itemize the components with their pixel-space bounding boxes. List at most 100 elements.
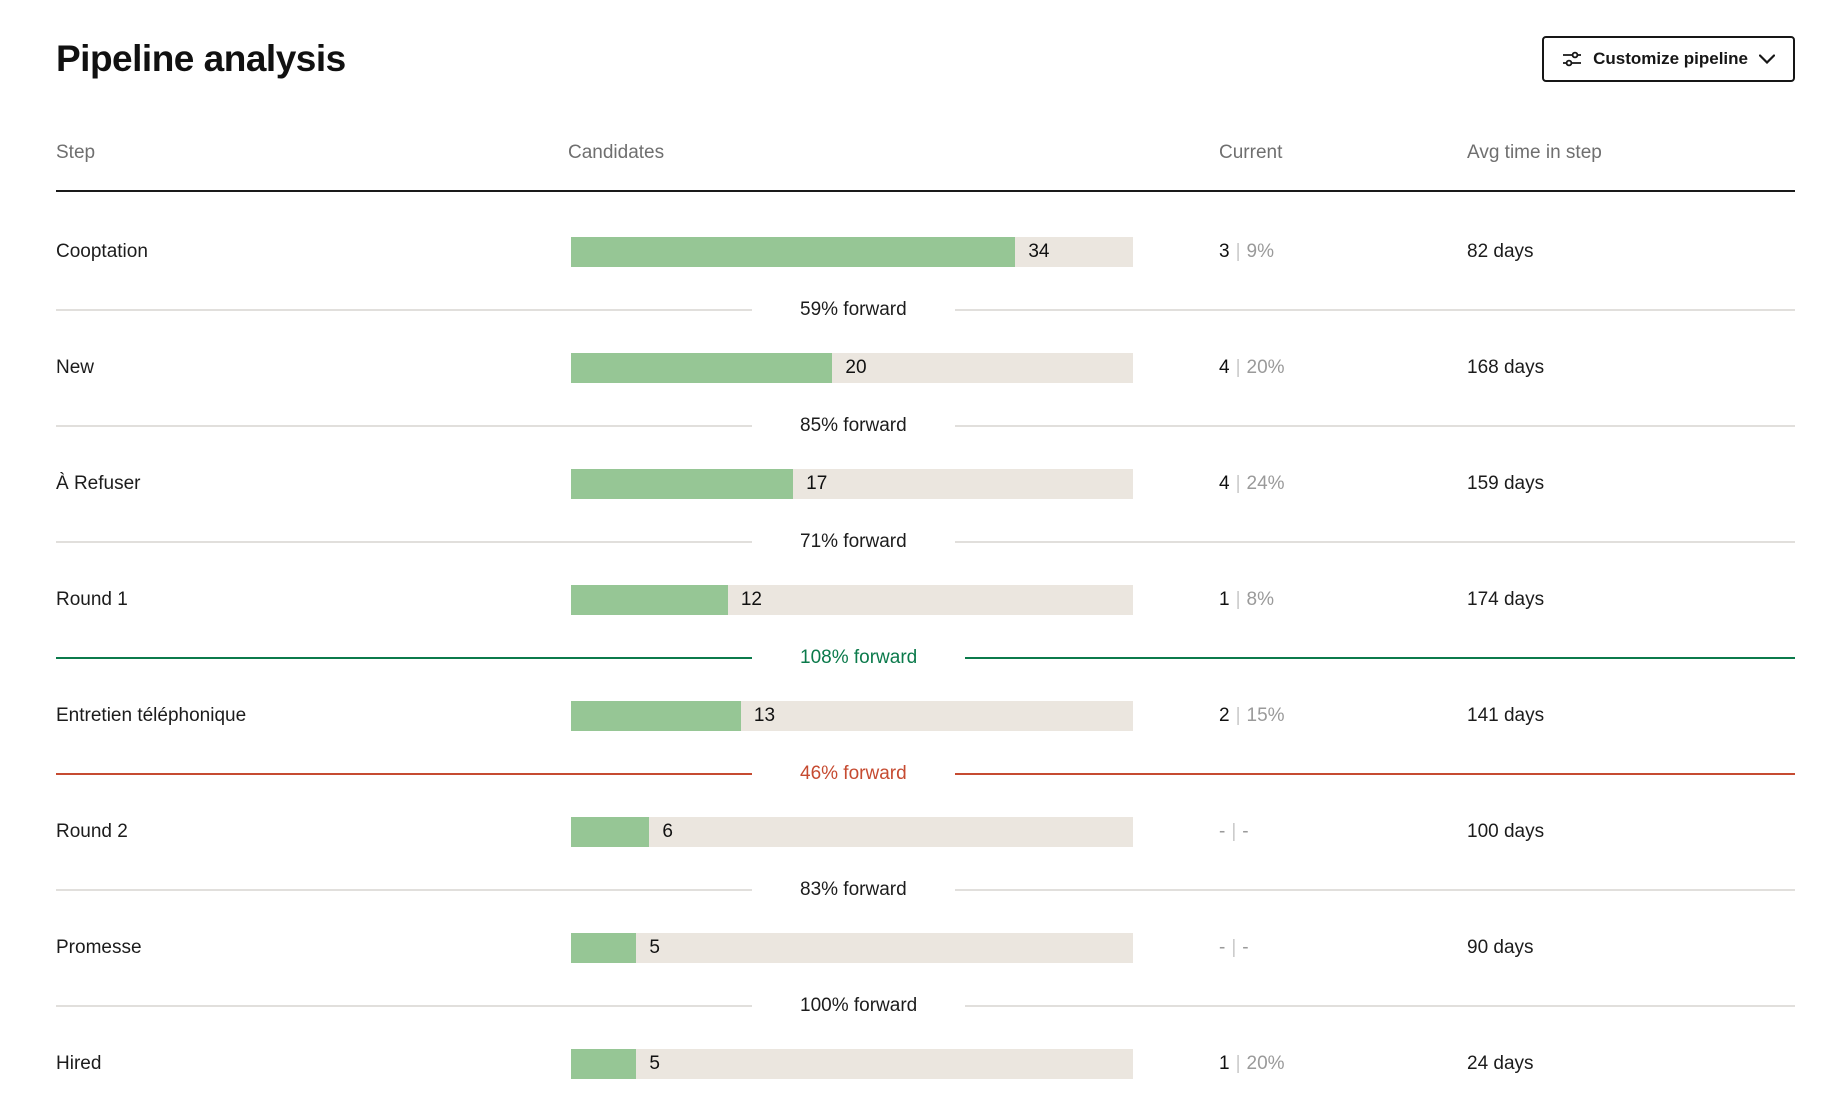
forward-rate-label: 83% forward — [800, 879, 907, 900]
forward-rate-row: 46% forward — [56, 759, 1795, 789]
current-divider: | — [1235, 1053, 1241, 1074]
bar-track: 6 — [571, 817, 1133, 847]
candidates-bar: 20 — [571, 353, 1133, 383]
candidates-bar: 34 — [571, 237, 1133, 267]
forward-line-right — [954, 309, 1795, 311]
current-cell: 2 | 15% — [1219, 705, 1285, 727]
current-percent: 15% — [1246, 705, 1285, 726]
current-percent: 9% — [1246, 241, 1274, 262]
current-divider: | — [1235, 589, 1241, 610]
candidates-count: 5 — [649, 937, 660, 958]
forward-line-left — [56, 657, 752, 659]
sliders-icon — [1562, 49, 1582, 69]
avg-time-cell: 159 days — [1467, 473, 1545, 494]
current-cell: 4 | 20% — [1219, 357, 1285, 379]
bar-fill — [571, 585, 728, 615]
pipeline-rows: Cooptation 34 3 | 9% 82 days 59% forward N… — [56, 192, 1795, 1107]
current-divider: | — [1231, 937, 1237, 958]
avg-time-cell: 174 days — [1467, 589, 1545, 610]
customize-pipeline-button[interactable]: Customize pipeline — [1542, 36, 1795, 82]
forward-rate-row: 59% forward — [56, 295, 1795, 325]
forward-line-right — [954, 425, 1795, 427]
bar-fill — [571, 933, 637, 963]
candidates-bar: 13 — [571, 701, 1133, 731]
forward-rate-label: 85% forward — [800, 415, 907, 436]
pipeline-step-row: New 20 4 | 20% 168 days — [56, 325, 1795, 411]
step-name: Promesse — [56, 937, 142, 958]
bar-fill — [571, 1049, 637, 1079]
candidates-count: 34 — [1028, 241, 1050, 262]
current-cell: 4 | 24% — [1219, 473, 1285, 495]
bar-track: 5 — [571, 1049, 1133, 1079]
bar-track: 5 — [571, 933, 1133, 963]
bar-fill — [571, 817, 650, 847]
pipeline-step-row: À Refuser 17 4 | 24% 159 days — [56, 441, 1795, 527]
page-title: Pipeline analysis — [56, 38, 346, 79]
current-count: - — [1219, 937, 1226, 958]
forward-line-left — [56, 541, 752, 543]
bar-track: 17 — [571, 469, 1133, 499]
forward-rate-row: 108% forward — [56, 643, 1795, 673]
forward-line-right — [954, 773, 1795, 775]
pipeline-analysis-panel: Pipeline analysis Customize pipeline Ste… — [0, 30, 1828, 1107]
current-count: 4 — [1219, 357, 1230, 378]
forward-rate-label: 100% forward — [800, 995, 918, 1016]
current-divider: | — [1231, 821, 1237, 842]
customize-pipeline-label: Customize pipeline — [1593, 49, 1748, 68]
bar-fill — [571, 353, 833, 383]
forward-rate-row: 83% forward — [56, 875, 1795, 905]
current-percent: 8% — [1246, 589, 1274, 610]
candidates-count: 12 — [740, 589, 762, 610]
bar-track: 20 — [571, 353, 1133, 383]
current-divider: | — [1235, 705, 1241, 726]
forward-line-left — [56, 889, 752, 891]
bar-track: 34 — [571, 237, 1133, 267]
current-cell: - | - — [1219, 821, 1249, 843]
current-count: 1 — [1219, 589, 1230, 610]
forward-line-right — [954, 889, 1795, 891]
table-header-row: Step Candidates Current Avg time in step — [56, 88, 1795, 192]
candidates-count: 5 — [649, 1053, 660, 1074]
forward-rate-row: 71% forward — [56, 527, 1795, 557]
forward-rate-row: 85% forward — [56, 411, 1795, 441]
pipeline-step-row: Promesse 5 - | - 90 days — [56, 905, 1795, 991]
forward-line-right — [954, 541, 1795, 543]
bar-track: 12 — [571, 585, 1133, 615]
candidates-count: 17 — [806, 473, 828, 494]
toolbar: Pipeline analysis Customize pipeline — [56, 30, 1795, 88]
current-divider: | — [1235, 473, 1241, 494]
step-name: À Refuser — [56, 473, 141, 494]
candidates-count: 13 — [753, 705, 776, 726]
column-header-current: Current — [1219, 142, 1283, 163]
column-header-step: Step — [56, 142, 96, 163]
step-name: Hired — [56, 1053, 102, 1074]
current-count: 1 — [1219, 1053, 1230, 1074]
step-name: Round 1 — [56, 589, 128, 610]
chevron-down-icon — [1759, 54, 1775, 64]
step-name: Cooptation — [56, 241, 148, 262]
column-header-candidates: Candidates — [568, 142, 665, 163]
candidates-bar: 6 — [571, 817, 1133, 847]
pipeline-step-row: Cooptation 34 3 | 9% 82 days — [56, 209, 1795, 295]
forward-rate-label: 59% forward — [800, 299, 907, 320]
bar-fill — [571, 469, 794, 499]
forward-line-right — [965, 657, 1795, 659]
pipeline-step-row: Entretien téléphonique 13 2 | 15% 141 days — [56, 673, 1795, 759]
forward-rate-label: 108% forward — [800, 647, 918, 668]
current-count: 4 — [1219, 473, 1230, 494]
forward-line-left — [56, 309, 752, 311]
avg-time-cell: 90 days — [1467, 937, 1534, 958]
forward-rate-row: 100% forward — [56, 991, 1795, 1021]
current-count: - — [1219, 821, 1226, 842]
avg-time-cell: 24 days — [1467, 1053, 1534, 1074]
current-count: 3 — [1219, 241, 1230, 262]
avg-time-cell: 141 days — [1467, 705, 1545, 726]
candidates-count: 20 — [845, 357, 867, 378]
forward-rate-label: 46% forward — [800, 763, 907, 784]
forward-line-left — [56, 425, 752, 427]
step-name: Entretien téléphonique — [56, 705, 247, 726]
current-cell: - | - — [1219, 937, 1249, 959]
pipeline-step-row: Hired 5 1 | 20% 24 days — [56, 1021, 1795, 1107]
pipeline-step-row: Round 1 12 1 | 8% 174 days — [56, 557, 1795, 643]
avg-time-cell: 168 days — [1467, 357, 1545, 378]
